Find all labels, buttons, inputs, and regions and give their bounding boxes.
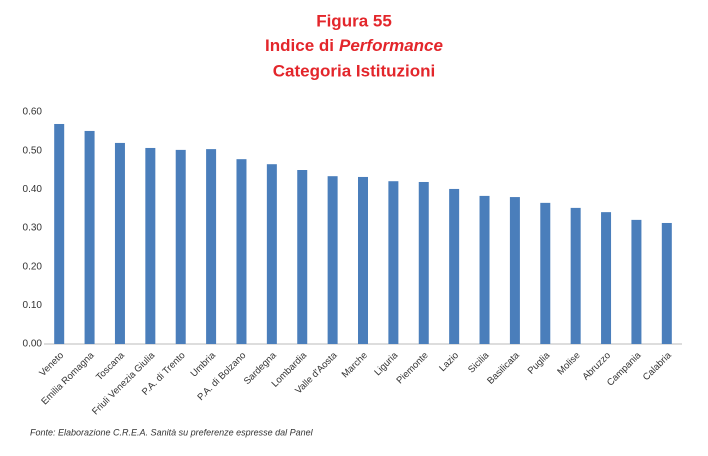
bar xyxy=(570,207,581,344)
y-tick-label: 0.00 xyxy=(23,339,43,350)
bar xyxy=(236,159,247,344)
y-tick-label: 0.10 xyxy=(23,300,43,311)
x-tick-label: Emilia Romagna xyxy=(39,350,97,408)
y-tick-label: 0.50 xyxy=(23,145,43,156)
x-tick-label: Veneto xyxy=(37,350,66,379)
bar xyxy=(388,181,399,344)
chart-title: Figura 55 xyxy=(316,11,392,30)
bar xyxy=(114,142,125,344)
bar xyxy=(266,164,277,344)
x-tick-label: Calabria xyxy=(641,350,674,383)
source-note: Fonte: Elaborazione C.R.E.A. Sanità su p… xyxy=(30,427,314,437)
x-tick-label: Lazio xyxy=(437,350,461,374)
y-tick-label: 0.60 xyxy=(23,107,43,118)
bar xyxy=(418,181,429,344)
chart-title: Indice di xyxy=(265,36,334,55)
bar xyxy=(479,195,490,344)
bar xyxy=(175,149,186,344)
y-tick-label: 0.20 xyxy=(23,261,43,272)
bar xyxy=(84,130,95,344)
x-tick-label: Marche xyxy=(340,350,370,380)
bar xyxy=(327,176,338,344)
bar xyxy=(206,149,217,344)
bar xyxy=(631,219,642,344)
x-tick-label: Basilicata xyxy=(485,350,522,387)
x-tick-label: Umbria xyxy=(189,350,219,380)
bar xyxy=(54,123,65,344)
chart-title: Categoria Istituzioni xyxy=(273,61,435,80)
bar xyxy=(145,147,156,344)
y-tick-label: 0.30 xyxy=(23,223,43,234)
chart-title: Indice di Performance xyxy=(265,36,443,55)
y-tick-label: 0.40 xyxy=(23,184,43,195)
bar xyxy=(509,197,520,344)
x-tick-label: Molise xyxy=(555,350,582,377)
x-tick-label: Liguria xyxy=(372,350,400,378)
x-tick-label: Puglia xyxy=(526,350,553,377)
bar xyxy=(449,188,460,344)
x-tick-label: Piemonte xyxy=(395,350,431,386)
x-tick-label: Campania xyxy=(605,350,644,389)
bar xyxy=(601,212,612,344)
bar xyxy=(540,202,551,344)
x-tick-label: Sicilia xyxy=(466,350,492,376)
chart-title: Performance xyxy=(339,36,443,55)
bar xyxy=(661,222,672,344)
bar xyxy=(297,170,308,344)
bar xyxy=(358,176,368,344)
